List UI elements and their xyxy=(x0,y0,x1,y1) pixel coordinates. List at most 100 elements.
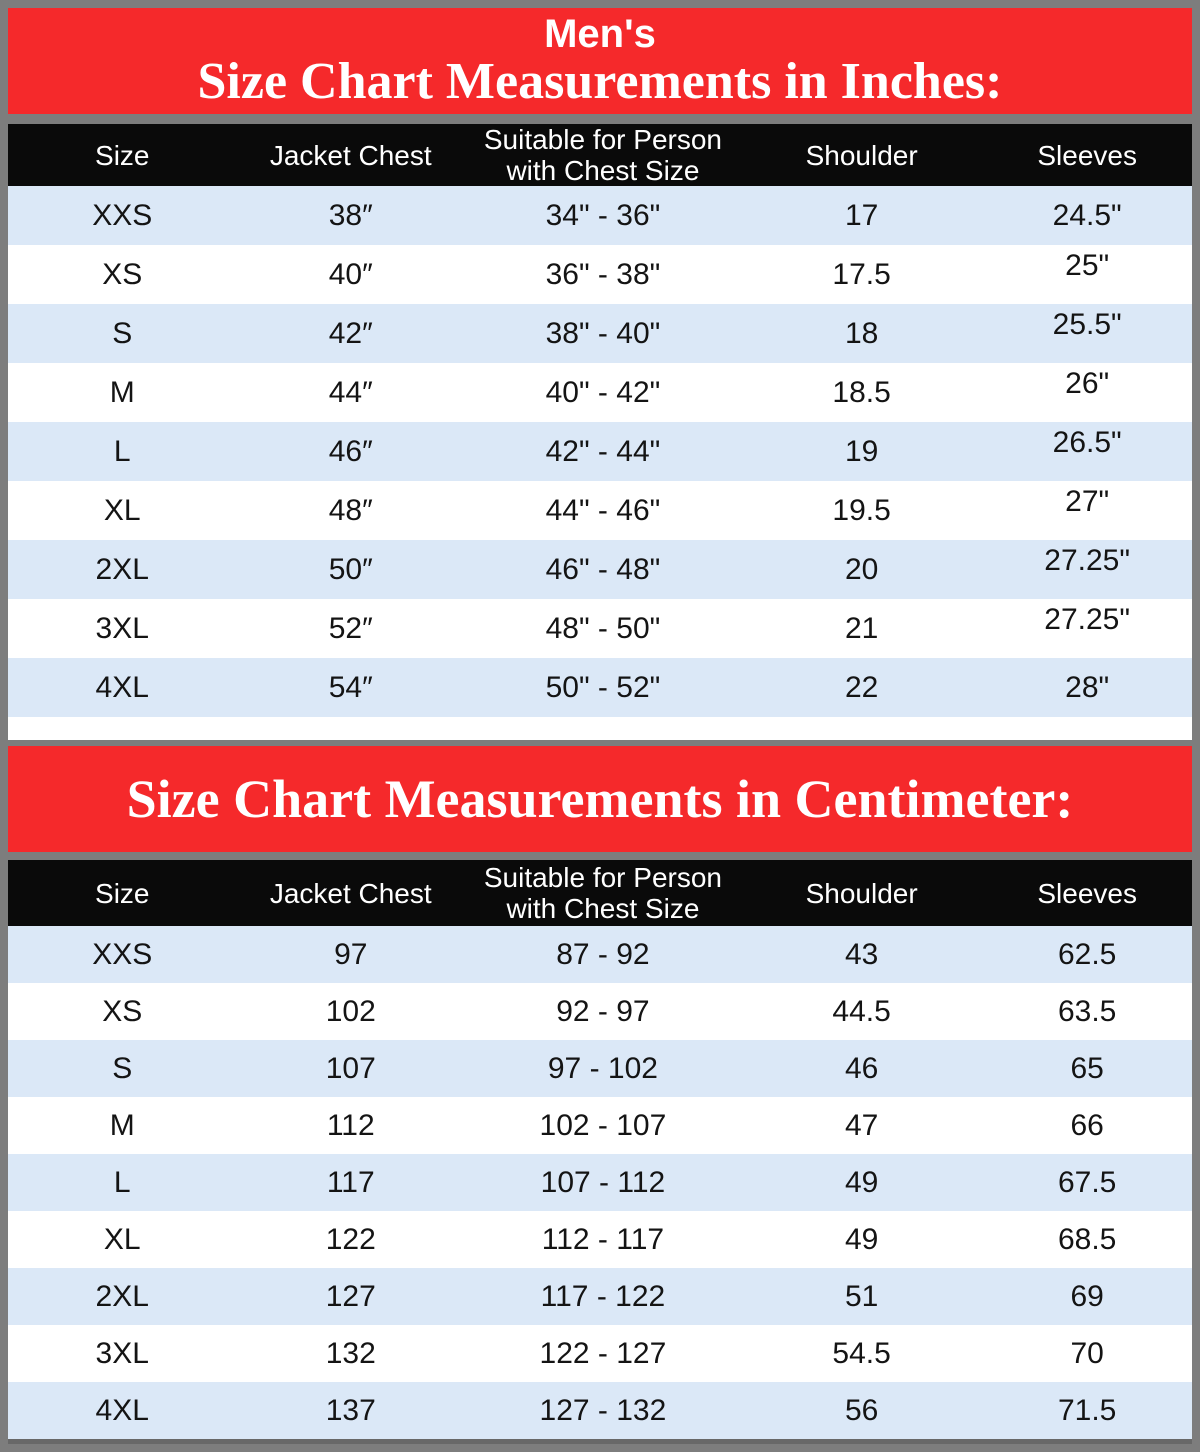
table-cell: S xyxy=(112,316,133,350)
table-cell: 44.5 xyxy=(832,994,891,1028)
table-row: XS 40″ 36" - 38" 17.5 25" xyxy=(8,245,1192,304)
table-cell: 54″ xyxy=(328,670,373,704)
table-cell: 34" - 36" xyxy=(545,198,661,232)
table-cell: 117 - 122 xyxy=(540,1279,666,1313)
table-cell: 54.5 xyxy=(832,1336,891,1370)
table-row: 3XL 132 122 - 127 54.5 70 xyxy=(8,1325,1192,1382)
centimeter-banner-title: Size Chart Measurements in Centimeter: xyxy=(126,769,1074,829)
table-cell: 22 xyxy=(844,670,879,704)
column-header-chest-size: Suitable for Person with Chest Size xyxy=(483,862,722,924)
table-cell: 46 xyxy=(844,1051,879,1085)
centimeter-size-table: Size Jacket Chest Suitable for Person wi… xyxy=(8,860,1192,1439)
table-cell: 42″ xyxy=(328,316,373,350)
table-cell: 26" xyxy=(1065,366,1110,400)
table-cell: 26.5" xyxy=(1052,425,1122,459)
table-cell: 112 - 117 xyxy=(541,1222,665,1256)
centimeter-table-header-row: Size Jacket Chest Suitable for Person wi… xyxy=(8,860,1192,926)
table-cell: 46″ xyxy=(328,434,373,468)
table-cell: 62.5 xyxy=(1057,937,1117,971)
table-cell: 46" - 48" xyxy=(545,552,661,586)
table-cell: 42" - 44" xyxy=(545,434,661,468)
table-cell: 65 xyxy=(1070,1051,1104,1085)
table-cell: 40" - 42" xyxy=(545,375,661,409)
table-cell: 102 xyxy=(325,994,376,1028)
table-cell: 107 xyxy=(325,1051,376,1085)
table-cell: 117 xyxy=(326,1165,375,1199)
table-row: 4XL 137 127 - 132 56 71.5 xyxy=(8,1382,1192,1439)
inches-table-header-row: Size Jacket Chest Suitable for Person wi… xyxy=(8,124,1192,186)
table-cell: 68.5 xyxy=(1057,1222,1117,1256)
table-cell: 49 xyxy=(844,1222,879,1256)
table-cell: 17 xyxy=(844,198,879,232)
table-cell: 66 xyxy=(1070,1108,1104,1142)
table-cell: XL xyxy=(103,1222,141,1256)
table-row: M 112 102 - 107 47 66 xyxy=(8,1097,1192,1154)
column-header-chest-size: Suitable for Person with Chest Size xyxy=(483,124,722,186)
column-header-jacket-chest: Jacket Chest xyxy=(269,877,432,909)
table-cell: XS xyxy=(102,994,143,1028)
table-cell: 67.5 xyxy=(1057,1165,1117,1199)
table-cell: 18 xyxy=(844,316,879,350)
table-cell: 71.5 xyxy=(1057,1393,1117,1427)
table-cell: 20 xyxy=(844,552,879,586)
divider-gap xyxy=(8,114,1192,124)
table-row: 2XL 50″ 46" - 48" 20 27.25" xyxy=(8,540,1192,599)
table-cell: L xyxy=(113,1165,131,1199)
table-cell: XXS xyxy=(92,198,153,232)
table-cell: 70 xyxy=(1070,1336,1104,1370)
table-cell: 50" - 52" xyxy=(545,670,661,704)
table-cell: 21 xyxy=(844,611,879,645)
table-cell: 51 xyxy=(844,1279,879,1313)
table-cell: 19.5 xyxy=(832,493,891,527)
table-cell: 97 xyxy=(334,937,368,971)
table-cell: 43 xyxy=(844,937,879,971)
bottom-shadow-line xyxy=(8,1439,1192,1444)
table-cell: L xyxy=(113,434,131,468)
column-header-size: Size xyxy=(95,139,150,171)
inches-table-rows: XXS 38″ 34" - 36" 17 24.5" XS 40″ 36" - 38" 17.5… xyxy=(8,186,1192,717)
table-cell: 137 xyxy=(325,1393,376,1427)
table-cell: 132 xyxy=(325,1336,376,1370)
table-cell: 27.25" xyxy=(1044,602,1131,636)
table-cell: S xyxy=(112,1051,133,1085)
table-cell: 112 xyxy=(326,1108,375,1142)
table-cell: 28" xyxy=(1065,670,1110,704)
table-cell: 18.5 xyxy=(832,375,891,409)
table-cell: 127 - 132 xyxy=(539,1393,667,1427)
table-cell: 25" xyxy=(1065,248,1110,282)
column-header-size: Size xyxy=(95,877,150,909)
table-cell: M xyxy=(109,375,135,409)
table-cell: 17.5 xyxy=(832,257,891,291)
inches-size-table: Size Jacket Chest Suitable for Person wi… xyxy=(8,124,1192,717)
table-row: L 46″ 42" - 44" 19 26.5" xyxy=(8,422,1192,481)
table-row: XL 48″ 44" - 46" 19.5 27" xyxy=(8,481,1192,540)
table-cell: 44" - 46" xyxy=(545,493,661,527)
table-cell: 47 xyxy=(844,1108,879,1142)
table-cell: 56 xyxy=(844,1393,879,1427)
table-cell: 27.25" xyxy=(1044,543,1131,577)
inches-banner-prefix: Men's xyxy=(544,12,656,56)
table-cell: 40″ xyxy=(328,257,373,291)
table-cell: 48" - 50" xyxy=(545,611,661,645)
table-row: S 107 97 - 102 46 65 xyxy=(8,1040,1192,1097)
table-cell: 4XL xyxy=(95,1393,149,1427)
table-row: 2XL 127 117 - 122 51 69 xyxy=(8,1268,1192,1325)
table-cell: XS xyxy=(102,257,143,291)
inches-banner-title: Size Chart Measurements in Inches: xyxy=(197,53,1003,110)
table-cell: XXS xyxy=(92,937,153,971)
table-row: XXS 38″ 34" - 36" 17 24.5" xyxy=(8,186,1192,245)
table-cell: XL xyxy=(103,493,141,527)
table-cell: 69 xyxy=(1070,1279,1104,1313)
table-cell: 50″ xyxy=(328,552,373,586)
table-row: 3XL 52″ 48" - 50" 21 27.25" xyxy=(8,599,1192,658)
table-cell: 52″ xyxy=(328,611,373,645)
table-cell: 48″ xyxy=(328,493,373,527)
divider-gap xyxy=(8,852,1192,860)
table-cell: 102 - 107 xyxy=(539,1108,667,1142)
table-cell: 4XL xyxy=(95,670,149,704)
table-cell: 63.5 xyxy=(1057,994,1117,1028)
table-row: XL 122 112 - 117 49 68.5 xyxy=(8,1211,1192,1268)
table-row: S 42″ 38" - 40" 18 25.5" xyxy=(8,304,1192,363)
table-row: L 117 107 - 112 49 67.5 xyxy=(8,1154,1192,1211)
centimeter-table-rows: XXS 97 87 - 92 43 62.5 XS 102 92 - 97 44.5 63.5 S 1… xyxy=(8,926,1192,1439)
